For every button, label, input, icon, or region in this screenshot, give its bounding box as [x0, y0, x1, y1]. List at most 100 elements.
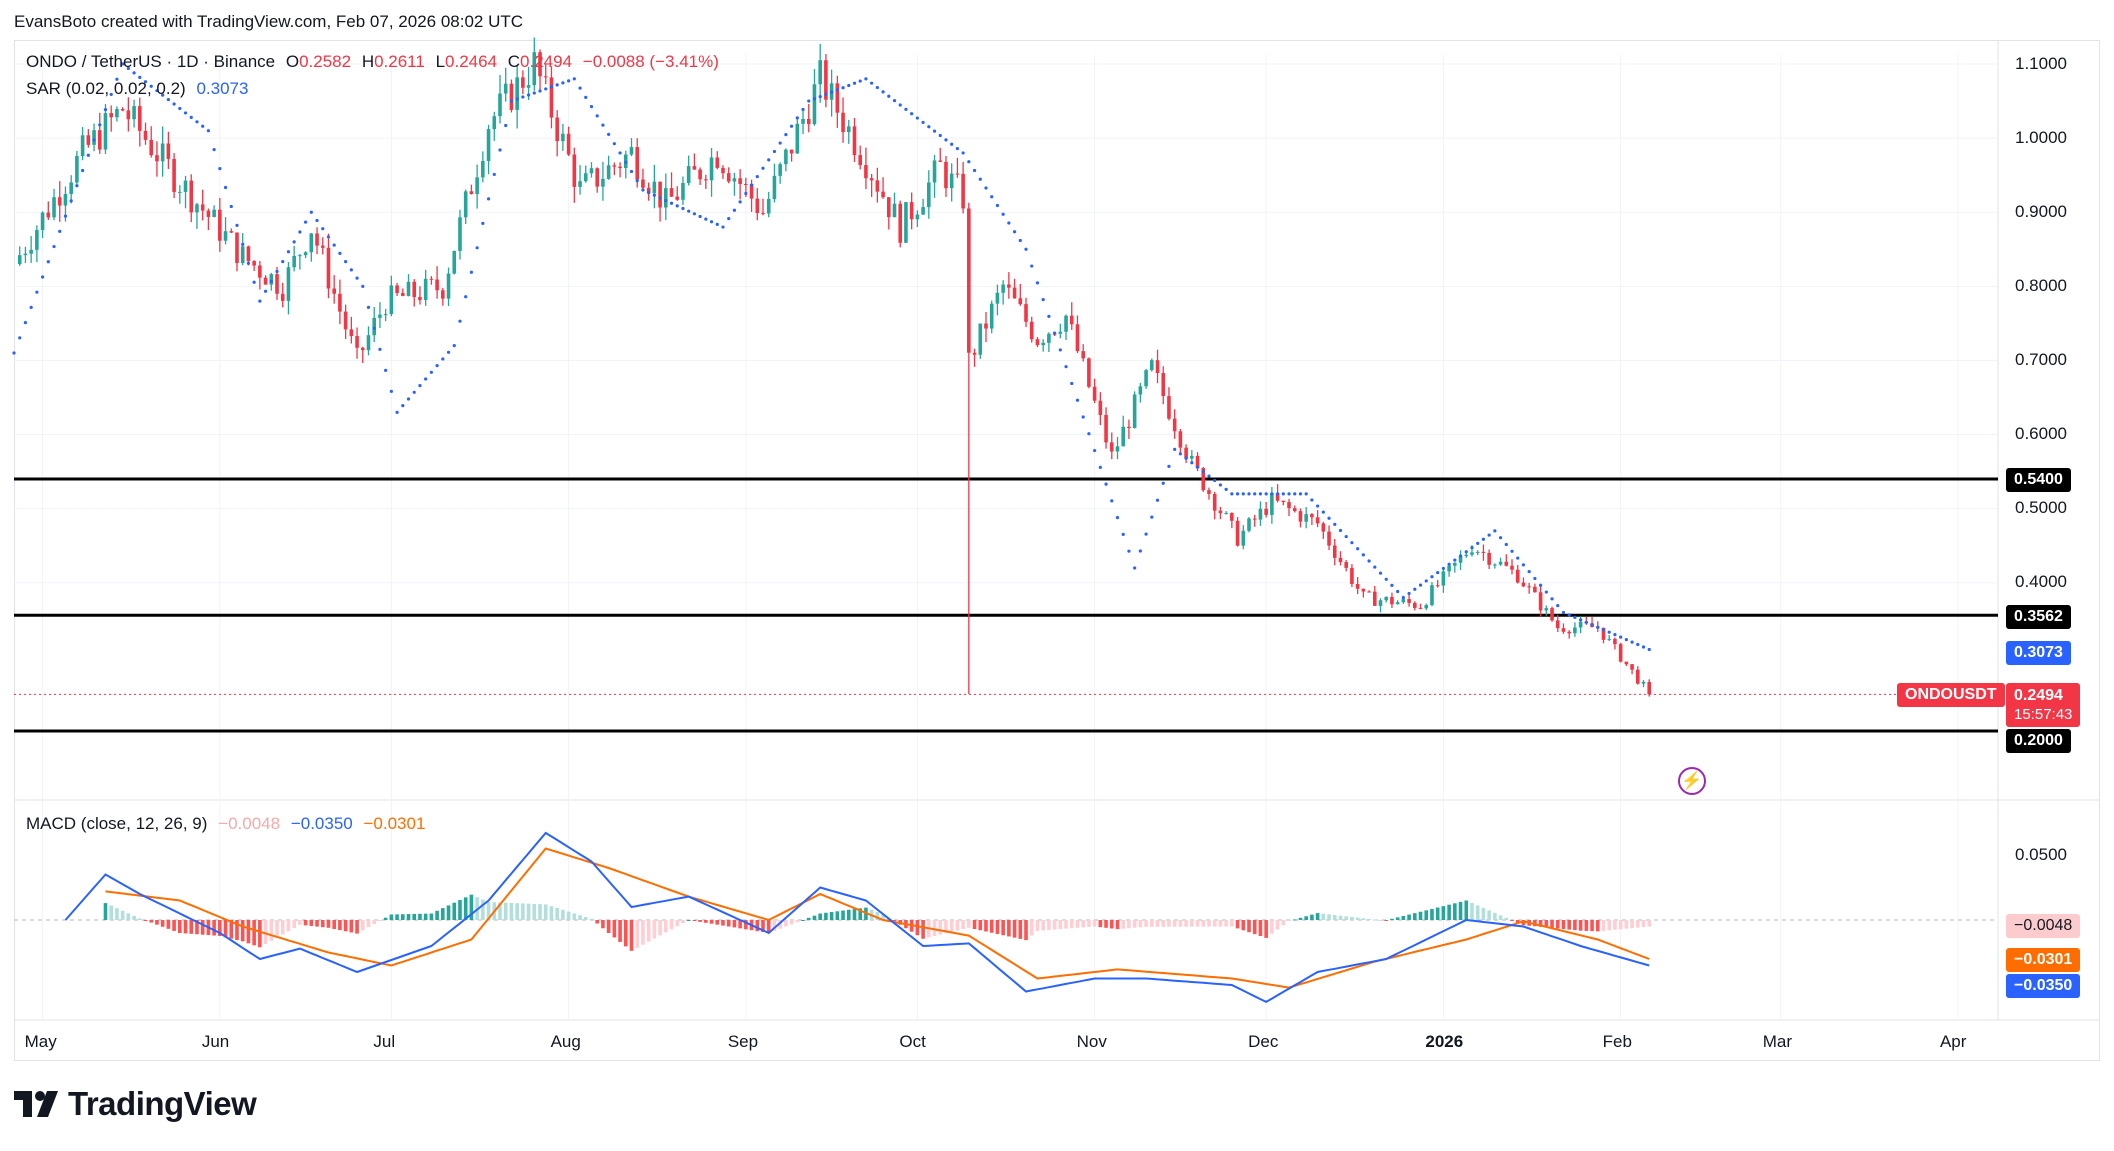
candle-body — [841, 112, 845, 133]
macd-histogram-bar — [675, 920, 680, 927]
sar-dot — [1550, 597, 1554, 601]
sar-dot — [1207, 474, 1211, 478]
macd-histogram-bar — [806, 917, 811, 920]
macd-histogram-bar — [1058, 920, 1063, 930]
candle-body — [1144, 370, 1148, 387]
macd-histogram-bar — [326, 920, 331, 928]
macd-legend: MACD (close, 12, 26, 9) −0.0048 −0.0350 … — [26, 814, 431, 834]
macd-histogram-bar — [1567, 920, 1571, 930]
candle-body — [1332, 545, 1337, 558]
sar-dot — [761, 166, 765, 170]
macd-histogram-bar — [543, 904, 548, 920]
sar-dot — [1018, 238, 1022, 243]
macd-histogram-bar — [709, 920, 714, 924]
macd-histogram-bar — [1355, 917, 1360, 920]
sar-dot — [784, 133, 788, 137]
sar-dot — [441, 357, 445, 361]
sar-dot — [384, 368, 388, 372]
macd-histogram-bar — [801, 920, 805, 921]
macd-histogram-bar — [160, 920, 165, 927]
sar-dot — [1310, 498, 1314, 502]
candle-body — [1475, 551, 1480, 553]
sar-dot — [298, 230, 302, 234]
candle-body — [1630, 664, 1634, 670]
macd-histogram-bar — [1121, 920, 1126, 929]
candle-body — [1127, 426, 1131, 428]
time-tick: Apr — [1939, 1032, 1967, 1051]
candle-body — [1350, 567, 1354, 584]
candle-body — [1618, 644, 1623, 662]
sar-dot — [1138, 549, 1142, 553]
candle-body — [1527, 586, 1531, 588]
candle-body — [806, 118, 811, 125]
candle-body — [1258, 508, 1263, 520]
sar-dot — [1110, 499, 1114, 503]
level-badge-0200: 0.2000 — [2006, 729, 2071, 753]
candle-body — [1058, 331, 1063, 334]
macd-histogram-bar — [932, 920, 937, 936]
candle-body — [629, 147, 634, 155]
sar-dot — [446, 350, 451, 354]
macd-histogram-bar — [595, 920, 599, 924]
candle-body — [1413, 602, 1417, 608]
sar-dot — [132, 71, 136, 75]
macd-histogram-bar — [332, 920, 336, 929]
candle-body — [1092, 386, 1097, 401]
candle-body — [989, 303, 994, 329]
candle-body — [898, 203, 903, 243]
candle-body — [418, 296, 422, 301]
candle-body — [692, 166, 697, 170]
macd-histogram-bar — [1161, 920, 1166, 927]
candle-body — [1287, 502, 1291, 509]
sar-dot — [35, 290, 39, 294]
tradingview-logo[interactable]: TradingView — [14, 1085, 257, 1123]
level-badge-0540: 0.5400 — [2006, 468, 2071, 492]
sar-dot — [1093, 448, 1097, 453]
candle-body — [784, 149, 788, 165]
candle-body — [1167, 396, 1171, 419]
macd-histogram-bar — [137, 918, 142, 920]
macd-histogram-bar — [818, 913, 822, 920]
sar-dot — [155, 89, 159, 93]
macd-histogram-bar — [835, 911, 840, 920]
candle-body — [698, 169, 702, 180]
sar-dot — [361, 284, 365, 288]
sar-dot — [29, 305, 33, 309]
candle-body — [1047, 333, 1051, 343]
candle-body — [1178, 431, 1183, 448]
candle-body — [429, 278, 434, 280]
sar-dot — [475, 246, 479, 250]
sar-dot — [1401, 596, 1405, 600]
sar-dot — [715, 222, 719, 226]
macd-histogram-bar — [944, 920, 948, 934]
macd-histogram-bar — [583, 917, 588, 920]
candle-body — [1281, 500, 1286, 503]
macd-histogram-bar — [166, 920, 171, 929]
macd-histogram-bar — [841, 910, 845, 920]
macd-histogram-bar — [1212, 920, 1217, 927]
candle-body — [1292, 508, 1297, 512]
lightning-icon[interactable]: ⚡ — [1678, 767, 1706, 795]
open-value: 0.2582 — [299, 52, 352, 71]
sar-dot — [1573, 615, 1577, 619]
candle-body — [1624, 661, 1629, 665]
sar-dot — [275, 269, 279, 274]
macd-histogram-bar — [252, 920, 256, 946]
sar-dot — [498, 148, 502, 152]
sar-dot — [1333, 522, 1337, 526]
sar-dot — [1052, 331, 1057, 335]
macd-histogram-bar — [280, 920, 285, 935]
macd-histogram-bar — [784, 920, 788, 927]
macd-histogram-bar — [601, 920, 605, 929]
sar-dot — [412, 390, 416, 394]
sar-dot — [1430, 575, 1434, 579]
candle-body — [40, 212, 45, 230]
brand-name: TradingView — [68, 1085, 257, 1122]
sar-dot — [1144, 532, 1148, 536]
price-tick: 0.8000 — [2015, 276, 2067, 295]
sar-dot — [281, 260, 285, 264]
macd-histogram-bar — [915, 920, 920, 936]
sar-dot — [1047, 314, 1051, 318]
candle-body — [967, 208, 971, 353]
